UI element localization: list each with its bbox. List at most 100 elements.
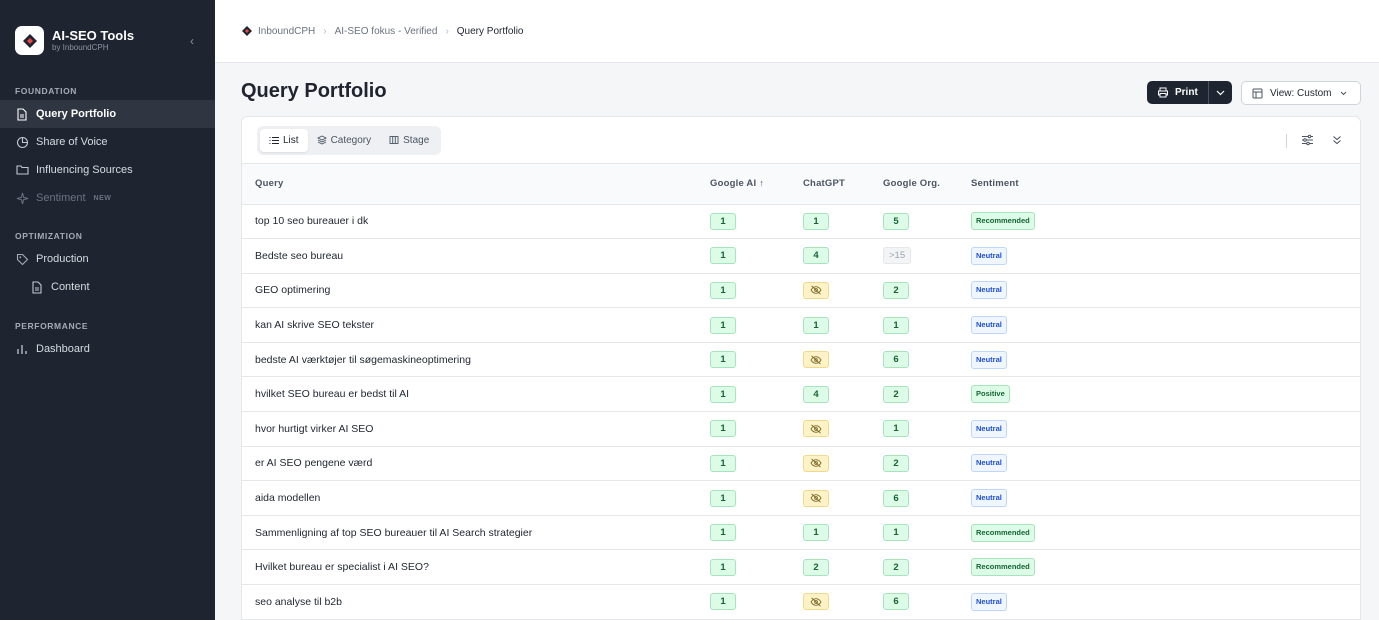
cell-google_ai: 1 xyxy=(697,584,790,620)
cell-chatgpt xyxy=(790,273,870,309)
cell-google_org: 1 xyxy=(870,307,958,343)
rank-badge: 1 xyxy=(710,247,736,265)
table-row[interactable]: Sammenligning af top SEO bureauer til AI… xyxy=(242,515,1360,551)
rank-badge: 4 xyxy=(803,247,829,265)
table-row[interactable]: Bedste seo bureau 1 4 >15 Neutral xyxy=(242,238,1360,274)
cell-chatgpt: 2 xyxy=(790,549,870,586)
query-table: Query Google AI ↑ ChatGPT Google Org. Sen… xyxy=(242,164,1360,620)
sidebar-item-dashboard[interactable]: Dashboard xyxy=(0,335,215,363)
eye-off-icon xyxy=(810,458,822,468)
breadcrumb-label: InboundCPH xyxy=(258,25,316,37)
table-row[interactable]: top 10 seo bureauer i dk 1 1 5 Recommended xyxy=(242,204,1360,240)
rank-badge: 2 xyxy=(883,385,909,403)
sentiment-badge: Neutral xyxy=(971,350,1007,369)
toolbar-divider xyxy=(1286,134,1287,148)
brand: AI-SEO Tools by InboundCPH ‹ xyxy=(0,0,215,64)
tab-stage[interactable]: Stage xyxy=(380,129,438,152)
query-table-card: List Category Stage Query Google AI xyxy=(241,116,1361,620)
sidebar-item-share-of-voice[interactable]: Share of Voice xyxy=(0,128,215,156)
cell-query[interactable]: aida modellen xyxy=(242,480,697,516)
chevron-right-icon: › xyxy=(323,25,327,37)
tab-list[interactable]: List xyxy=(260,128,308,152)
sidebar-item-influencing-sources[interactable]: Influencing Sources xyxy=(0,156,215,184)
view-select[interactable]: View: Custom xyxy=(1241,81,1361,105)
rank-badge: 1 xyxy=(803,316,829,334)
table-row[interactable]: Hvilket bureau er specialist i AI SEO? 1 2… xyxy=(242,549,1360,586)
column-header-chatgpt[interactable]: ChatGPT xyxy=(790,164,870,205)
collapse-sidebar-icon[interactable]: ‹ xyxy=(190,33,194,48)
tab-category[interactable]: Category xyxy=(308,129,381,152)
column-header-query[interactable]: Query xyxy=(242,164,697,205)
eye-off-icon xyxy=(810,355,822,365)
cell-google_ai: 1 xyxy=(697,238,790,274)
tab-label: List xyxy=(283,134,299,146)
expand-all-icon[interactable] xyxy=(1330,133,1344,147)
cell-query[interactable]: top 10 seo bureauer i dk xyxy=(242,204,697,240)
cell-google_ai: 1 xyxy=(697,307,790,343)
cell-sentiment: Neutral xyxy=(958,238,1360,274)
sidebar-item-content[interactable]: Content xyxy=(0,273,215,301)
sidebar-item-query-portfolio[interactable]: Query Portfolio xyxy=(0,100,215,128)
rank-badge: 1 xyxy=(710,351,736,369)
cell-query[interactable]: seo analyse til b2b xyxy=(242,584,697,620)
filter-settings-icon[interactable] xyxy=(1300,133,1314,147)
rank-badge: 1 xyxy=(710,454,736,472)
cell-google_ai: 1 xyxy=(697,515,790,551)
table-row[interactable]: hvilket SEO bureau er bedst til AI 1 4 2 Pos… xyxy=(242,376,1360,413)
not-visible-badge xyxy=(803,351,829,369)
table-row[interactable]: bedste AI værktøjer til søgemaskineoptim… xyxy=(242,342,1360,378)
column-header-google-org[interactable]: Google Org. xyxy=(870,164,958,205)
cell-chatgpt: 1 xyxy=(790,204,870,240)
column-header-label: Google AI xyxy=(710,178,757,190)
cell-query[interactable]: kan AI skrive SEO tekster xyxy=(242,307,697,343)
print-options-button[interactable] xyxy=(1207,81,1232,104)
sidebar-item-sentiment[interactable]: Sentiment NEW xyxy=(0,184,215,212)
brand-title: AI-SEO Tools xyxy=(52,28,135,43)
not-visible-badge xyxy=(803,281,829,299)
breadcrumb-item[interactable]: InboundCPH xyxy=(241,25,315,37)
cell-google_org: 5 xyxy=(870,204,958,240)
sidebar-item-label: Influencing Sources xyxy=(36,164,133,176)
table-row[interactable]: seo analyse til b2b 1 6 Neutral xyxy=(242,584,1360,620)
bar-chart-icon xyxy=(15,342,29,356)
cell-chatgpt xyxy=(790,411,870,447)
table-row[interactable]: aida modellen 1 6 Neutral xyxy=(242,480,1360,516)
table-layout-icon xyxy=(1252,88,1263,98)
print-button[interactable]: Print xyxy=(1147,81,1208,104)
cell-google_ai: 1 xyxy=(697,480,790,516)
sentiment-badge: Recommended xyxy=(971,523,1035,542)
cell-query[interactable]: hvilket SEO bureau er bedst til AI xyxy=(242,376,697,413)
rank-badge: 2 xyxy=(883,281,909,299)
column-header-google-ai[interactable]: Google AI ↑ xyxy=(697,164,790,205)
cell-query[interactable]: GEO optimering xyxy=(242,273,697,309)
column-header-sentiment[interactable]: Sentiment xyxy=(958,164,1360,205)
eye-off-icon xyxy=(810,285,822,296)
brand-logo-icon[interactable] xyxy=(15,26,44,55)
rank-badge: 1 xyxy=(883,524,909,542)
rank-badge: 6 xyxy=(883,489,909,507)
rank-badge: >15 xyxy=(883,247,912,265)
table-row[interactable]: GEO optimering 1 2 Neutral xyxy=(242,273,1360,309)
cell-query[interactable]: hvor hurtigt virker AI SEO xyxy=(242,411,697,447)
cell-chatgpt xyxy=(790,480,870,516)
cell-query[interactable]: Bedste seo bureau xyxy=(242,238,697,274)
sidebar-item-production[interactable]: Production xyxy=(0,245,215,273)
cell-google_org: 2 xyxy=(870,549,958,586)
cell-sentiment: Recommended xyxy=(958,204,1360,240)
rank-badge: 2 xyxy=(803,558,829,576)
cell-query[interactable]: er AI SEO pengene værd xyxy=(242,446,697,482)
table-row[interactable]: hvor hurtigt virker AI SEO 1 1 Neutral xyxy=(242,411,1360,447)
sentiment-badge: Neutral xyxy=(971,419,1007,438)
cell-query[interactable]: Sammenligning af top SEO bureauer til AI… xyxy=(242,515,697,551)
table-row[interactable]: kan AI skrive SEO tekster 1 1 1 Neutral xyxy=(242,307,1360,343)
cell-query[interactable]: Hvilket bureau er specialist i AI SEO? xyxy=(242,549,697,586)
rank-badge: 2 xyxy=(883,454,909,472)
sentiment-badge: Neutral xyxy=(971,592,1007,611)
rank-badge: 2 xyxy=(883,558,909,576)
not-visible-badge xyxy=(803,593,829,611)
table-row[interactable]: er AI SEO pengene værd 1 2 Neutral xyxy=(242,446,1360,482)
cell-query[interactable]: bedste AI værktøjer til søgemaskineoptim… xyxy=(242,342,697,378)
view-label: View: Custom xyxy=(1270,87,1332,99)
breadcrumb-item[interactable]: AI-SEO fokus - Verified xyxy=(334,25,438,37)
rank-badge: 1 xyxy=(710,524,736,542)
